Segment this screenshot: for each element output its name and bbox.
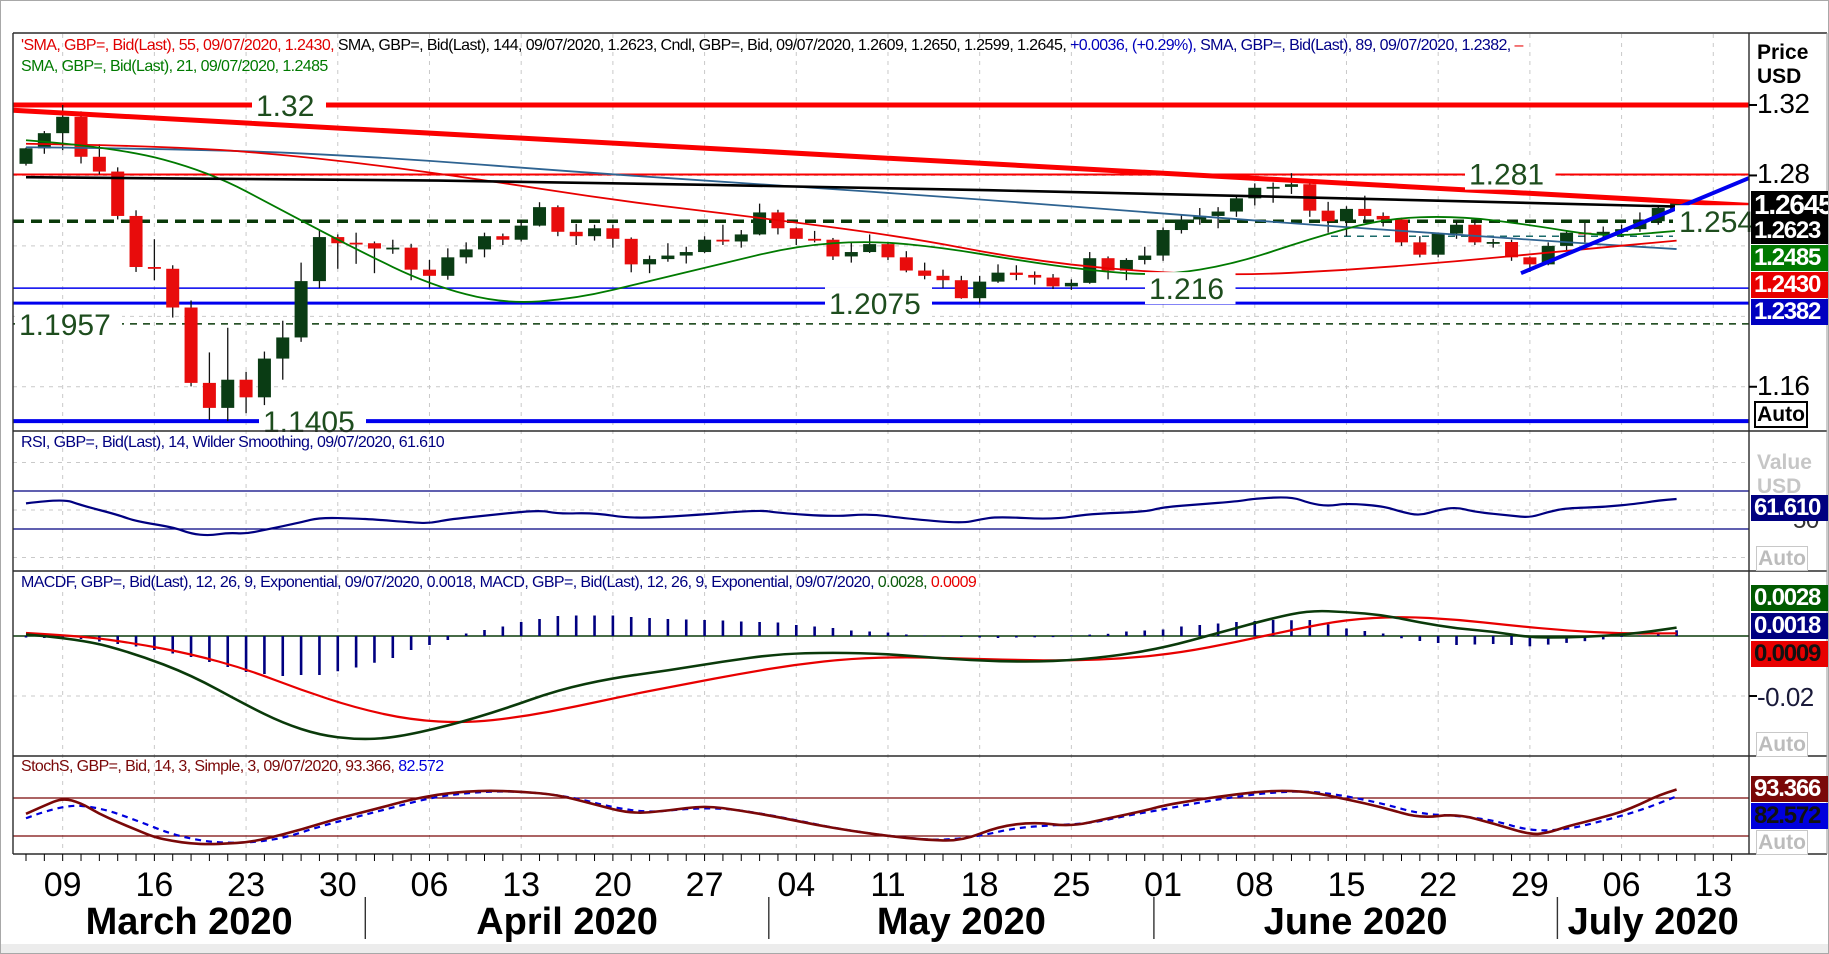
legend-segment: MACDF, GBP=, Bid(Last), 12, 26, 9, Expon… bbox=[21, 574, 480, 591]
legend-segment: RSI, GBP=, Bid(Last), 14, Wilder Smoothi… bbox=[21, 434, 445, 451]
price-legend-line1: 'SMA, GBP=, Bid(Last), 55, 09/07/2020, 1… bbox=[21, 37, 1523, 55]
x-tick-label: 29 bbox=[1510, 866, 1549, 904]
x-month-label: April 2020 bbox=[476, 901, 658, 943]
x-tick-label: 06 bbox=[1602, 866, 1641, 904]
price-badge-last: 1.2645 bbox=[1751, 191, 1828, 218]
legend-segment: SMA, GBP=, Bid(Last), 89, 09/07/2020, 1.… bbox=[1200, 37, 1515, 54]
legend-segment: 82.572 bbox=[398, 758, 444, 775]
rsi-value-badge: 61.610 bbox=[1751, 495, 1828, 521]
stoch-auto-button[interactable]: Auto bbox=[1756, 830, 1808, 855]
price-tick-1-28: 1.28 bbox=[1757, 158, 1810, 189]
price-level-label: 1.2075 bbox=[829, 288, 921, 321]
x-month-label: March 2020 bbox=[85, 901, 293, 943]
macd-tick-neg-0-02: -0.02 bbox=[1757, 682, 1814, 712]
price-axis-title-1: Price bbox=[1757, 41, 1809, 64]
stoch-panel-series bbox=[13, 788, 1749, 846]
x-tick-label: 30 bbox=[318, 866, 357, 904]
x-tick-label: 15 bbox=[1327, 866, 1366, 904]
x-tick-label: 09 bbox=[43, 866, 82, 904]
legend-segment: +0.0036, (+0.29%), bbox=[1070, 37, 1201, 54]
x-tick-label: 13 bbox=[502, 866, 541, 904]
price-badge-sma55: 1.2430 bbox=[1751, 272, 1828, 298]
price-level-label: 1.281 bbox=[1469, 159, 1544, 192]
legend-segment: – bbox=[1514, 37, 1523, 54]
x-tick-label: 18 bbox=[960, 866, 999, 904]
x-month-label: May 2020 bbox=[876, 901, 1046, 943]
rsi-axis-title-2: USD bbox=[1757, 475, 1802, 498]
legend-segment: MACD, GBP=, Bid(Last), 12, 26, 9, Expone… bbox=[479, 574, 878, 591]
legend-segment: StochS, GBP=, Bid, 14, 3, Simple, 3, 09/… bbox=[21, 758, 399, 775]
rsi-auto-button[interactable]: Auto bbox=[1756, 546, 1808, 571]
macd-line-badge: 0.0028 bbox=[1751, 585, 1828, 611]
macd-panel-series bbox=[13, 609, 1749, 741]
price-level-label: 1.1957 bbox=[19, 309, 111, 342]
macd-signal-badge: 0.0009 bbox=[1751, 641, 1828, 667]
x-tick-label: 08 bbox=[1235, 866, 1274, 904]
trendlines bbox=[12, 107, 1750, 276]
price-level-label: 1.216 bbox=[1149, 273, 1224, 306]
panel-frames bbox=[12, 32, 1828, 939]
price-level-label: 1.254 bbox=[1679, 206, 1754, 239]
legend-segment: SMA, GBP=, Bid(Last), 144, 09/07/2020, 1… bbox=[337, 37, 661, 54]
price-axis-title-2: USD bbox=[1757, 65, 1802, 88]
x-tick-label: 25 bbox=[1052, 866, 1091, 904]
price-badge-sma21: 1.2485 bbox=[1751, 245, 1828, 271]
x-axis-ruler bbox=[25, 854, 1733, 861]
x-tick-label: 20 bbox=[593, 866, 632, 904]
x-month-label: July 2020 bbox=[1567, 901, 1739, 943]
rsi-legend: RSI, GBP=, Bid(Last), 14, Wilder Smoothi… bbox=[21, 434, 445, 452]
macd-legend: MACDF, GBP=, Bid(Last), 12, 26, 9, Expon… bbox=[21, 574, 977, 592]
x-tick-label: 23 bbox=[227, 866, 265, 904]
x-tick-label: 06 bbox=[410, 866, 449, 904]
price-level-label: 1.32 bbox=[256, 90, 314, 123]
rsi-panel-series bbox=[13, 490, 1749, 537]
window-bottom-strip bbox=[1, 944, 1828, 953]
legend-segment: 0.0028, bbox=[877, 574, 931, 591]
price-level-labels: 1.32 1.281 1.254 1.216 1.2075 1.1957 1.1405 bbox=[15, 89, 1766, 439]
x-tick-label: 27 bbox=[685, 866, 724, 904]
legend-segment: 0.0009 bbox=[930, 574, 977, 591]
macd-auto-button[interactable]: Auto bbox=[1756, 732, 1808, 757]
x-month-label: June 2020 bbox=[1263, 901, 1448, 943]
price-tick-1-16: 1.16 bbox=[1757, 370, 1810, 401]
price-badge-sma89: 1.2382 bbox=[1751, 299, 1828, 325]
x-tick-label: 04 bbox=[777, 866, 816, 904]
sma-lines bbox=[25, 139, 1677, 303]
stoch-legend: StochS, GBP=, Bid, 14, 3, Simple, 3, 09/… bbox=[21, 758, 444, 776]
price-legend-line2: SMA, GBP=, Bid(Last), 21, 09/07/2020, 1.… bbox=[21, 58, 328, 76]
x-tick-label: 01 bbox=[1144, 866, 1182, 904]
x-tick-label: 11 bbox=[870, 866, 906, 904]
price-level-label: 1.1405 bbox=[263, 406, 355, 439]
legend-segment: 'SMA, GBP=, Bid(Last), 55, 09/07/2020, 1… bbox=[21, 37, 338, 54]
price-tick-1-32: 1.32 bbox=[1757, 88, 1810, 119]
x-tick-label: 13 bbox=[1694, 866, 1733, 904]
stoch-d-badge: 82.572 bbox=[1751, 803, 1828, 829]
x-axis-day-labels: 09 16 23 30 06 13 20 27 04 11 18 25 01 08 15 22 29 06 13 bbox=[1, 866, 1828, 904]
legend-segment: Cndl, GBP=, Bid, 09/07/2020, 1.2609, 1.2… bbox=[660, 37, 1071, 54]
macd-hist-badge: 0.0018 bbox=[1751, 613, 1828, 639]
x-tick-label: 16 bbox=[135, 866, 174, 904]
price-auto-button[interactable]: Auto bbox=[1754, 401, 1808, 428]
x-axis-month-labels: March 2020 April 2020 May 2020 June 2020 Jul… bbox=[1, 901, 1828, 943]
price-badge-sma144: 1.2623 bbox=[1751, 218, 1828, 244]
legend-segment: SMA, GBP=, Bid(Last), 21, 09/07/2020, 1.… bbox=[21, 58, 328, 75]
rsi-axis-title-1: Value bbox=[1757, 451, 1812, 474]
x-tick-label: 22 bbox=[1419, 866, 1458, 904]
stoch-k-badge: 93.366 bbox=[1751, 776, 1828, 802]
